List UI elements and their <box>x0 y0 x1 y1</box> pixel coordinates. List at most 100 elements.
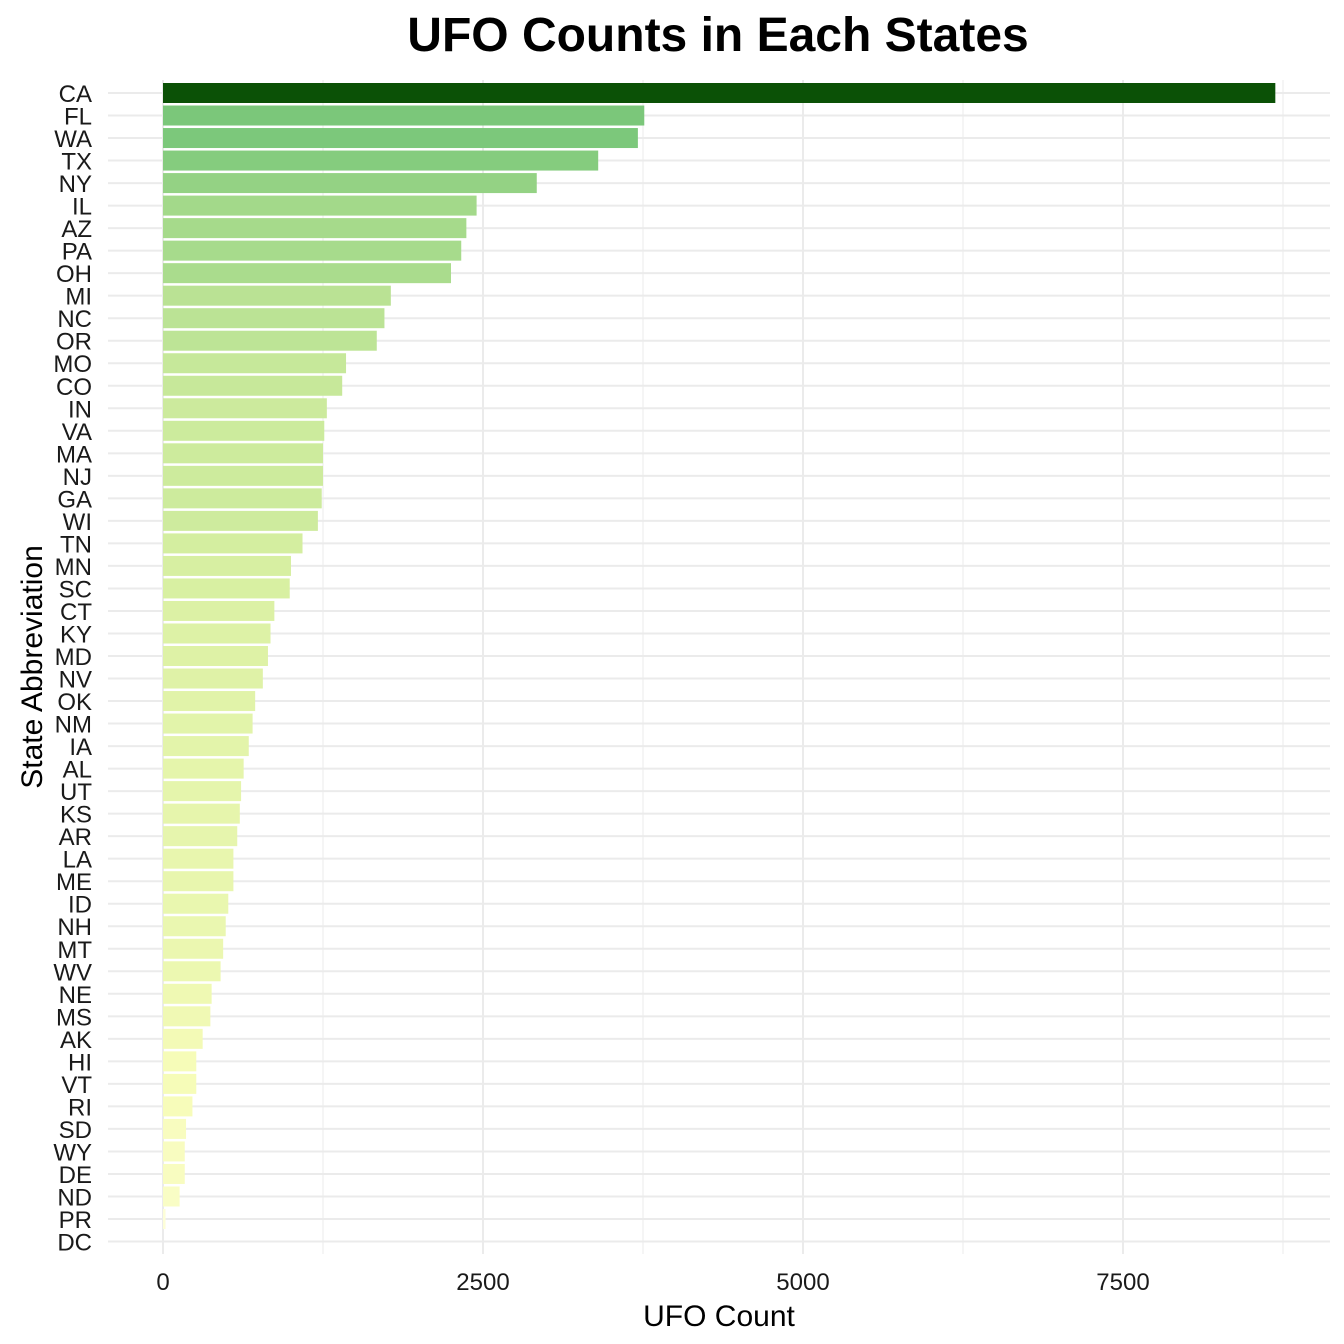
x-tick-label: 7500 <box>1096 1269 1149 1296</box>
bar-ar <box>163 826 238 847</box>
bar-wv <box>163 961 221 982</box>
bar-ak <box>163 1028 203 1049</box>
x-tick-label: 0 <box>156 1269 169 1296</box>
bar-tx <box>163 150 599 171</box>
bar-nv <box>163 668 263 689</box>
bar-va <box>163 420 325 441</box>
y-tick-label: VA <box>62 419 92 446</box>
y-tick-label: KY <box>60 621 92 648</box>
y-tick-label: WI <box>63 509 92 536</box>
bar-az <box>163 218 467 239</box>
y-tick-label: RI <box>68 1094 92 1121</box>
y-tick-label: NM <box>55 712 92 739</box>
y-tick-label: VT <box>61 1072 92 1099</box>
bar-vt <box>163 1073 197 1094</box>
y-tick-label: PA <box>62 239 92 266</box>
bar-co <box>163 375 343 396</box>
chart-title: UFO Counts in Each States <box>407 9 1029 62</box>
y-tick-label: MT <box>57 937 92 964</box>
y-tick-label: KS <box>60 802 92 829</box>
y-tick-label: CT <box>60 599 92 626</box>
bar-tn <box>163 533 303 554</box>
bar-ne <box>163 983 212 1004</box>
y-tick-label: ID <box>68 892 92 919</box>
bar-me <box>163 871 234 892</box>
bar-hi <box>163 1051 197 1072</box>
bar-sd <box>163 1118 187 1139</box>
bar-ny <box>163 173 537 194</box>
y-tick-label: OR <box>56 329 92 356</box>
bar-ms <box>163 1006 211 1027</box>
y-tick-label: OH <box>56 261 92 288</box>
bar-ri <box>163 1096 193 1117</box>
y-tick-label: SC <box>59 576 92 603</box>
bar-nh <box>163 916 226 937</box>
bar-nj <box>163 465 323 486</box>
bar-ky <box>163 623 271 644</box>
bar-ca <box>163 83 1276 103</box>
y-tick-label: MD <box>55 644 92 671</box>
y-tick-label: CO <box>56 374 92 401</box>
bar-in <box>163 398 327 419</box>
y-tick-label: MN <box>55 554 92 581</box>
y-tick-label: WA <box>54 126 92 153</box>
bar-nd <box>163 1186 180 1207</box>
y-tick-label: NJ <box>63 464 92 491</box>
y-tick-label: LA <box>63 847 92 874</box>
bar-mn <box>163 555 291 576</box>
y-tick-label: AL <box>63 757 92 784</box>
bar-wa <box>163 128 638 149</box>
y-tick-label: FL <box>64 104 92 131</box>
bar-mo <box>163 353 347 374</box>
y-tick-label: TX <box>61 149 92 176</box>
y-tick-label: AK <box>60 1027 92 1054</box>
bar-pr <box>163 1209 166 1229</box>
y-tick-label: NV <box>59 667 92 694</box>
y-tick-labels: CAFLWATXNYILAZPAOHMINCORMOCOINVAMANJGAWI… <box>53 81 92 1257</box>
y-tick-label: MA <box>56 441 92 468</box>
y-axis-title: State Abbreviation <box>16 545 49 789</box>
bar-de <box>163 1163 185 1184</box>
bar-ma <box>163 443 323 464</box>
y-tick-label: NC <box>57 306 92 333</box>
y-tick-label: AR <box>59 824 92 851</box>
y-tick-label: MI <box>65 284 92 311</box>
bar-ia <box>163 736 249 757</box>
bar-md <box>163 646 268 666</box>
y-tick-label: WV <box>53 959 92 986</box>
bar-nc <box>163 308 385 329</box>
y-tick-label: UT <box>60 779 92 806</box>
y-tick-label: WY <box>53 1139 92 1166</box>
y-tick-label: IA <box>69 734 92 761</box>
bar-nm <box>163 713 253 734</box>
y-tick-label: IL <box>72 194 92 221</box>
y-tick-label: NE <box>59 982 92 1009</box>
bar-sc <box>163 578 290 599</box>
bar-ut <box>163 781 242 802</box>
y-tick-label: DC <box>57 1230 92 1257</box>
bars <box>163 83 1276 1229</box>
bar-fl <box>163 105 645 126</box>
y-tick-label: TN <box>60 531 92 558</box>
y-tick-label: GA <box>57 486 92 513</box>
x-axis-title: UFO Count <box>643 1300 795 1333</box>
y-tick-label: MS <box>56 1004 92 1031</box>
y-tick-label: MO <box>53 351 92 378</box>
bar-ok <box>163 691 256 712</box>
y-tick-label: IN <box>68 396 92 423</box>
bar-al <box>163 758 244 779</box>
bar-il <box>163 195 477 216</box>
bar-la <box>163 848 234 869</box>
bar-oh <box>163 263 451 284</box>
y-tick-label: DE <box>59 1162 92 1189</box>
bar-mt <box>163 938 224 959</box>
bar-id <box>163 893 229 914</box>
x-tick-label: 2500 <box>456 1269 509 1296</box>
y-tick-label: AZ <box>61 216 92 243</box>
x-tick-labels: 0 2500 5000 7500 <box>156 1269 1149 1296</box>
bar-wy <box>163 1141 185 1162</box>
bar-ga <box>163 488 322 509</box>
x-tick-label: 5000 <box>776 1269 829 1296</box>
bar-wi <box>163 510 318 531</box>
